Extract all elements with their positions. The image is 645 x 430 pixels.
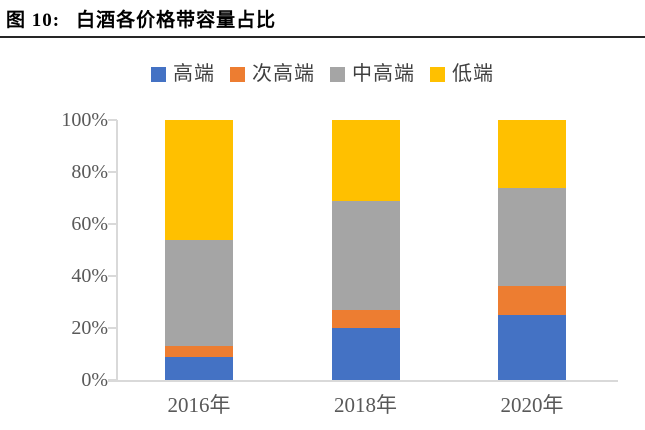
legend-label-low-end: 低端 xyxy=(452,63,494,85)
x-axis-line xyxy=(108,380,618,382)
legend-swatch-sub-high-end xyxy=(230,66,245,82)
legend-swatch-mid-high-end xyxy=(330,66,345,82)
y-axis-tick-label: 40% xyxy=(71,265,108,287)
legend-item-high-end: 高端 xyxy=(151,64,215,84)
figure-title-text: 白酒各价格带容量占比 xyxy=(76,10,277,31)
bar-segment xyxy=(498,315,566,380)
legend-item-sub-high-end: 次高端 xyxy=(230,64,315,84)
legend-item-low-end: 低端 xyxy=(430,64,494,84)
figure-title: 图 10: 白酒各价格带容量占比 xyxy=(6,5,276,32)
x-axis-label: 2016年 xyxy=(167,393,231,417)
bar-segment xyxy=(498,120,566,188)
y-axis-tick xyxy=(108,223,117,225)
bar-segment xyxy=(331,120,400,201)
y-axis-tick xyxy=(108,275,117,277)
y-axis-tick xyxy=(108,379,117,381)
figure-number: 图 10: xyxy=(6,10,61,31)
legend-swatch-high-end xyxy=(151,66,166,82)
bar-segment xyxy=(165,346,233,357)
bar-segment xyxy=(165,239,233,347)
x-axis-label: 2020年 xyxy=(500,393,564,417)
bar-segment xyxy=(498,187,566,287)
chart-legend: 高端 次高端 中高端 低端 xyxy=(0,64,645,84)
bar-segment xyxy=(165,356,233,380)
legend-label-high-end: 高端 xyxy=(173,63,215,85)
title-underline xyxy=(0,36,645,38)
y-axis-tick-label: 20% xyxy=(71,317,108,339)
bar-segment xyxy=(331,328,400,380)
bar-segment xyxy=(498,286,566,315)
y-axis-tick xyxy=(108,171,117,173)
y-axis-tick xyxy=(108,327,117,329)
y-axis-tick-label: 60% xyxy=(71,213,108,235)
legend-item-mid-high-end: 中高端 xyxy=(330,64,415,84)
legend-swatch-low-end xyxy=(430,66,445,82)
y-axis-tick-label: 80% xyxy=(71,161,108,183)
bar-segment xyxy=(331,309,400,328)
y-axis-line xyxy=(116,120,118,381)
bar-segment xyxy=(165,120,233,240)
bar-segment xyxy=(331,200,400,310)
legend-label-sub-high-end: 次高端 xyxy=(252,63,315,85)
y-axis-tick xyxy=(108,119,117,121)
y-axis-tick-label: 0% xyxy=(81,369,108,391)
legend-label-mid-high-end: 中高端 xyxy=(352,63,415,85)
x-axis-label: 2018年 xyxy=(334,393,397,417)
y-axis-tick-label: 100% xyxy=(61,109,108,131)
